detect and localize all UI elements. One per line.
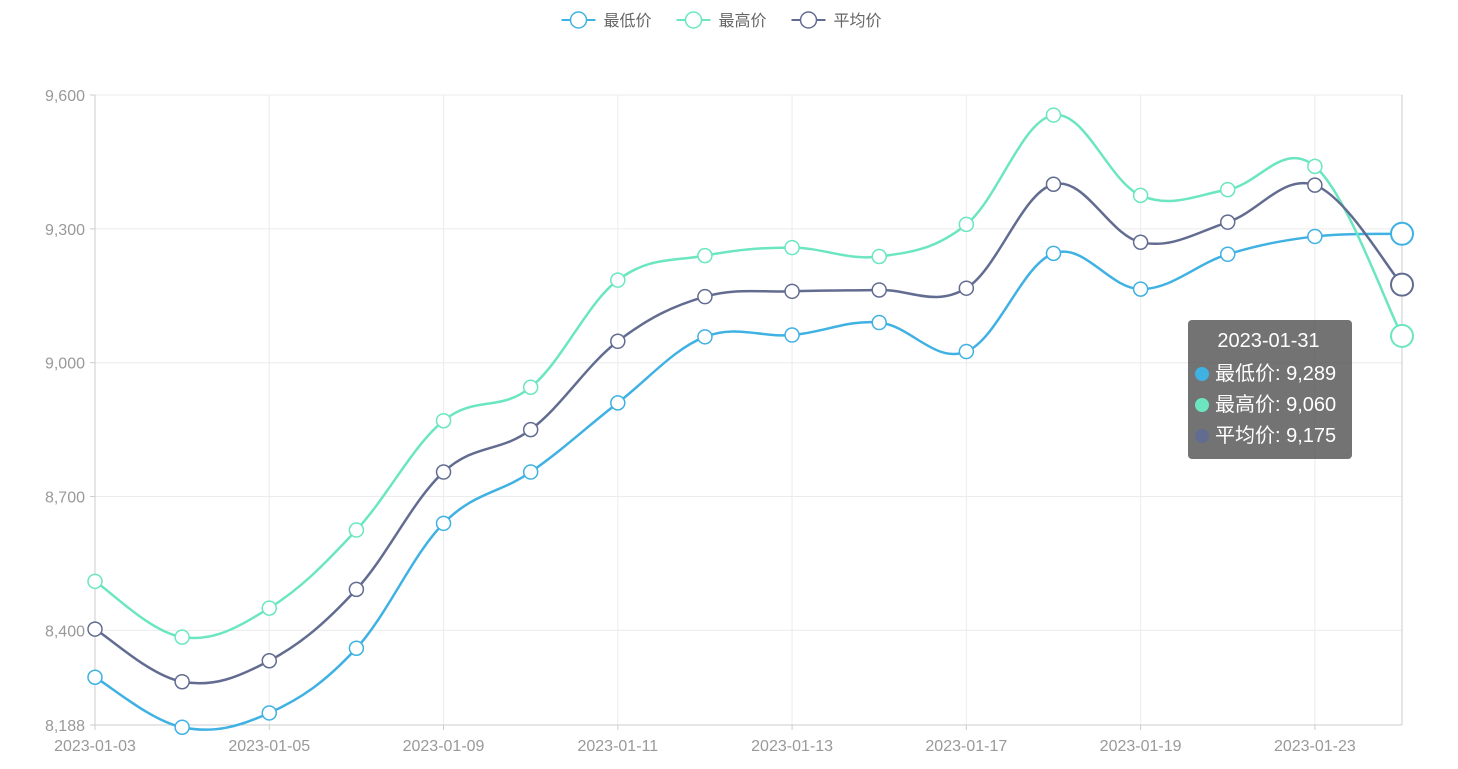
data-point-avg bbox=[958, 280, 975, 296]
data-point-avg bbox=[784, 283, 800, 300]
tooltip-label-min: 最低价: 9,289 bbox=[1215, 363, 1337, 385]
data-point-min bbox=[261, 705, 278, 721]
data-point-min bbox=[1132, 281, 1149, 297]
y-tick-label: 9,300 bbox=[45, 222, 85, 239]
data-point-min bbox=[1307, 228, 1323, 245]
tooltip-title: 2023-01-31 bbox=[1217, 330, 1320, 352]
data-point-min bbox=[1390, 221, 1414, 246]
tooltip: 2023-01-31 最低价: 9,289 最高价: 9,060 平均价: 9,… bbox=[1188, 320, 1352, 459]
data-point-avg bbox=[1307, 177, 1323, 193]
data-point-avg bbox=[871, 282, 887, 298]
data-point-avg bbox=[697, 288, 713, 305]
data-point-max bbox=[435, 412, 452, 429]
data-point-max bbox=[1045, 107, 1062, 123]
data-point-max bbox=[871, 248, 887, 265]
data-point-min bbox=[697, 329, 713, 345]
y-tick-label: 9,600 bbox=[45, 88, 85, 105]
data-point-min bbox=[610, 395, 626, 411]
tooltip-dot-min bbox=[1195, 367, 1209, 381]
data-point-max bbox=[958, 216, 975, 233]
data-point-max bbox=[261, 600, 278, 616]
data-point-min bbox=[348, 640, 365, 657]
data-point-min bbox=[1045, 245, 1062, 262]
data-point-max bbox=[1219, 181, 1236, 198]
series-line-avg bbox=[94, 181, 1403, 685]
series-max bbox=[87, 107, 1414, 645]
data-point-avg bbox=[435, 464, 452, 480]
legend-marker-icon bbox=[569, 11, 588, 29]
legend-label: 最高价 bbox=[719, 12, 767, 30]
data-point-max bbox=[784, 239, 800, 256]
series-line-min bbox=[94, 232, 1403, 731]
data-point-avg bbox=[522, 421, 539, 438]
x-tick-label: 2023-01-05 bbox=[228, 738, 310, 755]
data-point-min bbox=[435, 515, 452, 532]
data-point-max bbox=[1390, 323, 1414, 348]
data-point-max bbox=[522, 379, 539, 395]
x-tick-label: 2023-01-03 bbox=[54, 738, 136, 755]
tooltip-label-avg: 平均价: 9,175 bbox=[1215, 425, 1337, 447]
data-point-max bbox=[87, 573, 103, 590]
legend-item-avg[interactable]: 平均价 bbox=[791, 11, 882, 30]
data-point-avg bbox=[1219, 214, 1236, 230]
data-point-max bbox=[348, 522, 365, 538]
data-point-max bbox=[1132, 187, 1149, 204]
data-point-avg bbox=[87, 621, 103, 637]
data-point-min bbox=[871, 314, 887, 331]
x-tick-label: 2023-01-11 bbox=[577, 738, 658, 755]
legend-label: 平均价 bbox=[834, 12, 882, 30]
legend-marker-icon bbox=[799, 11, 818, 29]
data-point-min bbox=[784, 327, 800, 343]
data-point-max bbox=[1307, 158, 1323, 175]
axes: 8,188 8,400 8,700 9,000 9,300 9,600 2023-01-03… bbox=[45, 88, 1403, 755]
tooltip-dot-avg bbox=[1195, 429, 1209, 443]
data-point-min bbox=[958, 343, 975, 360]
data-point-avg bbox=[1390, 272, 1414, 297]
legend[interactable]: 最低价 最高价 平均价 bbox=[561, 11, 882, 30]
y-tick-label: 8,400 bbox=[45, 623, 85, 640]
legend-label: 最低价 bbox=[604, 12, 652, 30]
tooltip-row-avg: 平均价: 9,175 bbox=[1195, 421, 1342, 452]
x-tick-label: 2023-01-17 bbox=[925, 738, 1007, 755]
data-point-avg bbox=[348, 581, 365, 598]
x-tick-label: 2023-01-19 bbox=[1100, 738, 1182, 755]
x-tick-label: 2023-01-23 bbox=[1274, 738, 1356, 755]
series-line-max bbox=[94, 113, 1404, 640]
data-point-avg bbox=[261, 653, 278, 669]
data-point-max bbox=[697, 247, 713, 264]
x-tick-label: 2023-01-09 bbox=[403, 738, 485, 755]
series-layer bbox=[87, 107, 1414, 735]
data-point-avg bbox=[610, 333, 626, 350]
data-point-max bbox=[610, 272, 626, 288]
data-point-max bbox=[174, 629, 190, 645]
y-tick-label: 8,188 bbox=[45, 718, 85, 735]
data-point-avg bbox=[1045, 176, 1062, 192]
data-point-avg bbox=[174, 673, 190, 690]
tooltip-dot-max bbox=[1195, 398, 1209, 412]
tooltip-label-max: 最高价: 9,060 bbox=[1215, 394, 1337, 416]
series-avg bbox=[87, 176, 1414, 690]
tooltip-row-max: 最高价: 9,060 bbox=[1195, 390, 1342, 421]
data-point-min bbox=[522, 464, 539, 480]
data-point-min bbox=[174, 719, 190, 735]
data-point-min bbox=[1219, 246, 1236, 263]
series-min bbox=[87, 221, 1414, 735]
tooltip-row-min: 最低价: 9,289 bbox=[1195, 359, 1342, 390]
y-tick-label: 9,000 bbox=[45, 356, 85, 373]
legend-marker-icon bbox=[684, 11, 703, 29]
data-point-min bbox=[87, 669, 103, 686]
y-tick-label: 8,700 bbox=[45, 490, 85, 507]
legend-item-max[interactable]: 最高价 bbox=[676, 11, 767, 30]
x-tick-label: 2023-01-13 bbox=[751, 738, 833, 755]
legend-item-min[interactable]: 最低价 bbox=[561, 11, 652, 30]
data-point-avg bbox=[1132, 234, 1149, 250]
